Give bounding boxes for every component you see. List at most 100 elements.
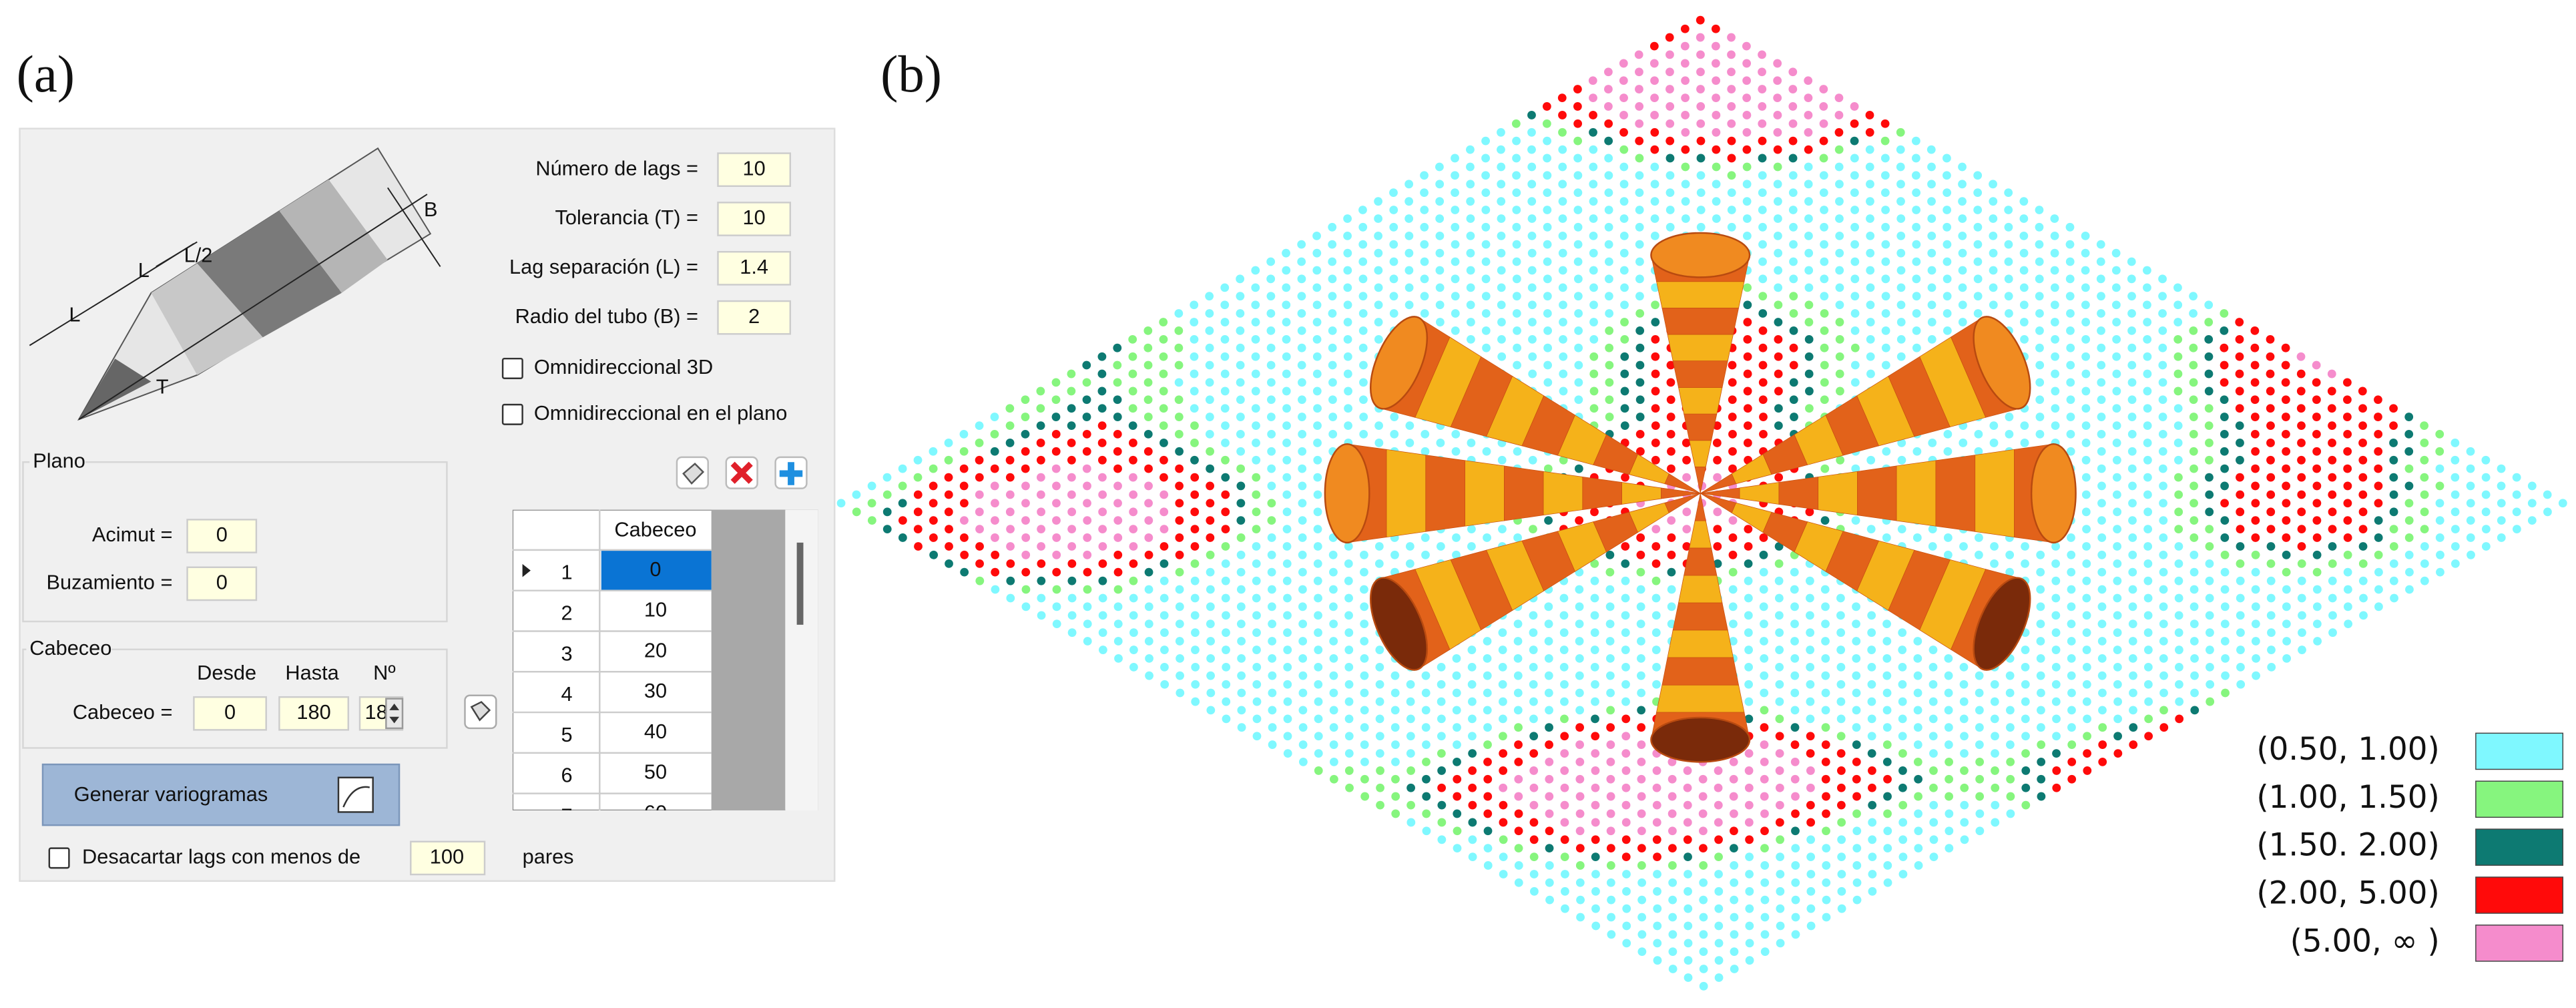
dot [1696,171,1706,180]
dot [2221,688,2230,698]
dot [1221,439,1230,447]
dot [1160,593,1169,603]
dot [1328,257,1337,266]
dot [1760,844,1769,852]
dot [1113,430,1122,439]
dot [1298,516,1307,525]
dot [1466,283,1475,292]
dot [2159,723,2169,732]
dot [1898,646,1907,654]
dot [2266,404,2275,413]
dot [1911,154,1920,163]
dot [2327,387,2336,396]
dot [1684,904,1693,913]
dot [1344,576,1353,585]
dot [1929,800,1939,810]
dot [1175,619,1184,629]
dot [1821,602,1830,611]
dot [1451,447,1461,456]
dot [1681,111,1690,119]
dot [1898,628,1907,638]
dot [1852,706,1861,715]
dot [1604,154,1613,163]
dot [1374,214,1383,223]
dot [1850,102,1859,111]
dot [1205,378,1214,387]
dot [1943,154,1951,163]
dot [2067,688,2076,698]
dot [1714,852,1723,862]
dot [2328,593,2337,603]
dot [1653,904,1662,913]
dot [1774,318,1783,326]
dot [1206,706,1216,715]
dot [1881,274,1890,284]
dot [1575,878,1585,887]
dot [1958,162,1967,172]
dot [1652,662,1661,672]
dot [1743,369,1752,379]
dot [2050,318,2059,326]
dot [1314,593,1322,603]
dot [2174,507,2183,517]
dot [1619,248,1629,258]
dot [1668,965,1678,973]
dot [1467,732,1477,741]
dot [1604,85,1613,93]
dot [1453,740,1461,749]
dot [1420,206,1429,214]
dot [1759,533,1768,542]
dot [1543,171,1552,180]
dot [1699,947,1708,957]
dot [2297,507,2306,517]
dot [2005,740,2015,749]
dot [1712,76,1721,85]
dot [1406,749,1415,758]
dot [1760,619,1768,629]
dot [2296,369,2306,379]
dot [882,525,892,534]
dot [1298,654,1308,663]
dot [1776,852,1784,862]
dot [1989,197,1998,206]
dot [944,473,953,482]
dot [1159,352,1168,361]
dot [2066,309,2075,318]
dot [1021,481,1030,491]
dot [1344,404,1352,413]
dot [2173,387,2183,396]
dot [2389,576,2398,585]
dot [1836,628,1846,638]
input-value: 1.4 [740,255,768,278]
dot [2004,274,2013,284]
dot [2143,611,2153,620]
dot [1789,222,1798,232]
dot [1360,706,1369,715]
dot [1852,757,1861,766]
dot [2190,706,2200,715]
dot [1883,809,1892,818]
dot [1759,602,1768,611]
dot [1206,619,1215,629]
dot [1621,732,1631,741]
checkbox[interactable] [48,847,70,869]
dot [1730,930,1739,939]
dot [1960,732,1969,741]
dot [1852,602,1860,611]
dot [1206,550,1215,559]
dot [1374,542,1384,551]
dot [1928,714,1938,724]
dot [1744,611,1753,620]
dot [1021,602,1031,611]
dot [1421,447,1430,456]
dot [1882,533,1891,542]
dot [1573,292,1583,301]
dot [2097,637,2107,646]
dot [1051,464,1061,473]
dot [1205,343,1214,352]
dot [1190,507,1200,517]
dot [1283,628,1292,638]
dot [1467,646,1477,654]
dot [1867,662,1876,672]
dot [2021,662,2030,672]
